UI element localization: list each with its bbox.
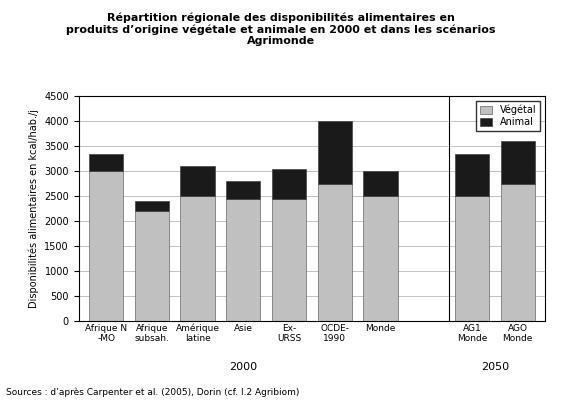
Bar	[135, 211, 169, 321]
Text: 2050: 2050	[481, 362, 509, 372]
Text: Sources : d’après Carpenter et al. (2005), Dorin (cf. I.2 Agribiom): Sources : d’après Carpenter et al. (2005…	[6, 387, 299, 397]
Bar	[364, 171, 398, 196]
Bar	[455, 196, 489, 321]
Bar	[135, 201, 169, 211]
Bar	[272, 198, 306, 321]
Bar	[226, 198, 260, 321]
Bar	[89, 154, 123, 171]
Bar	[89, 171, 123, 321]
Bar	[501, 184, 535, 321]
Bar	[455, 154, 489, 196]
Bar	[180, 166, 215, 196]
Bar	[364, 196, 398, 321]
Bar	[318, 121, 352, 184]
Y-axis label: Disponibilités alimentaires en kcal/hab./j: Disponibilités alimentaires en kcal/hab.…	[28, 109, 39, 308]
Bar	[180, 196, 215, 321]
Text: Répartition régionale des disponibilités alimentaires en
produits d’origine végé: Répartition régionale des disponibilités…	[66, 12, 496, 47]
Bar	[272, 168, 306, 198]
Bar	[318, 184, 352, 321]
Legend: Végétal, Animal: Végétal, Animal	[477, 101, 540, 131]
Text: 2000: 2000	[229, 362, 257, 372]
Bar	[501, 141, 535, 184]
Bar	[226, 181, 260, 198]
